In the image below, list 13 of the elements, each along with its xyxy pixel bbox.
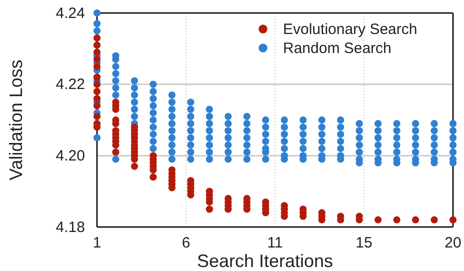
legend-label: Evolutionary Search xyxy=(283,21,418,38)
y-tick-label: 4.20 xyxy=(56,147,85,164)
y-tick-label: 4.22 xyxy=(56,76,85,94)
y-tick-label: 4.24 xyxy=(56,4,85,22)
x-tick-label: 20 xyxy=(444,234,462,252)
y-axis-title: Validation Loss xyxy=(6,60,26,180)
x-tick-label: 1 xyxy=(92,234,102,252)
x-axis-title: Search Iterations xyxy=(196,251,334,271)
y-tick-label: 4.18 xyxy=(56,218,85,236)
x-tick-label: 15 xyxy=(356,234,372,252)
legend-label: Random Search xyxy=(283,40,392,57)
x-tick-label: 11 xyxy=(267,234,283,252)
x-tick-label: 6 xyxy=(182,234,190,252)
